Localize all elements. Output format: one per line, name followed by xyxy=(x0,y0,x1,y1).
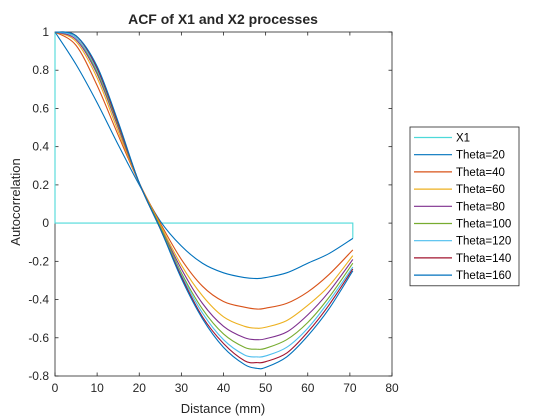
x-tick-label: 40 xyxy=(217,381,231,395)
x-tick-label: 10 xyxy=(90,381,104,395)
y-tick-label: -0.8 xyxy=(28,369,49,383)
axis-ticks: 0 10 20 30 40 50 60 70 80 1 0.8 0.6 0.4 0.2 0 -0.2 -0.4 -… xyxy=(28,25,399,395)
series-line-theta-80 xyxy=(54,31,354,341)
legend: X1 Theta=20 Theta=40 Theta=60 Theta=80 Theta=… xyxy=(409,126,520,287)
x-tick-label: 70 xyxy=(343,381,357,395)
legend-label-theta-60: Theta=60 xyxy=(456,184,505,196)
series-line-theta-40 xyxy=(54,31,354,310)
x-tick-label: 30 xyxy=(175,381,189,395)
series-line-x1 xyxy=(54,32,354,239)
x-tick-label: 20 xyxy=(133,381,147,395)
series-line-theta-100 xyxy=(54,31,354,350)
series-line-theta-140 xyxy=(54,31,354,364)
plot-area xyxy=(54,31,393,377)
series-lines xyxy=(54,31,354,370)
y-tick-label: 0.2 xyxy=(32,178,49,192)
series-line-theta-160 xyxy=(54,31,354,370)
x-tick-label: 80 xyxy=(385,381,399,395)
legend-label-theta-100: Theta=100 xyxy=(456,219,511,231)
x-tick-label: 50 xyxy=(259,381,273,395)
chart-title: ACF of X1 and X2 processes xyxy=(128,11,318,27)
legend-label-theta-40: Theta=40 xyxy=(456,167,505,179)
y-tick-label: 0.6 xyxy=(32,101,49,115)
x-tick-label: 60 xyxy=(301,381,315,395)
legend-label-theta-140: Theta=140 xyxy=(456,253,511,265)
y-tick-label: 0 xyxy=(42,216,49,230)
y-tick-label: 0.4 xyxy=(32,140,49,154)
y-tick-label: 1 xyxy=(42,25,49,39)
legend-label-theta-160: Theta=160 xyxy=(456,270,511,282)
legend-label-theta-80: Theta=80 xyxy=(456,201,505,213)
y-tick-label: -0.4 xyxy=(28,293,49,307)
legend-label-theta-20: Theta=20 xyxy=(456,150,505,162)
x-tick-label: 0 xyxy=(52,381,59,395)
legend-label-x1: X1 xyxy=(456,133,470,145)
y-tick-label: 0.8 xyxy=(32,63,49,77)
y-axis-label: Autocorrelation xyxy=(8,158,23,245)
series-line-theta-20 xyxy=(54,31,354,280)
y-tick-label: -0.2 xyxy=(28,254,49,268)
series-line-theta-60 xyxy=(54,31,354,329)
y-tick-label: -0.6 xyxy=(28,331,49,345)
x-axis-label: Distance (mm) xyxy=(181,401,266,416)
legend-label-theta-120: Theta=120 xyxy=(456,236,511,248)
